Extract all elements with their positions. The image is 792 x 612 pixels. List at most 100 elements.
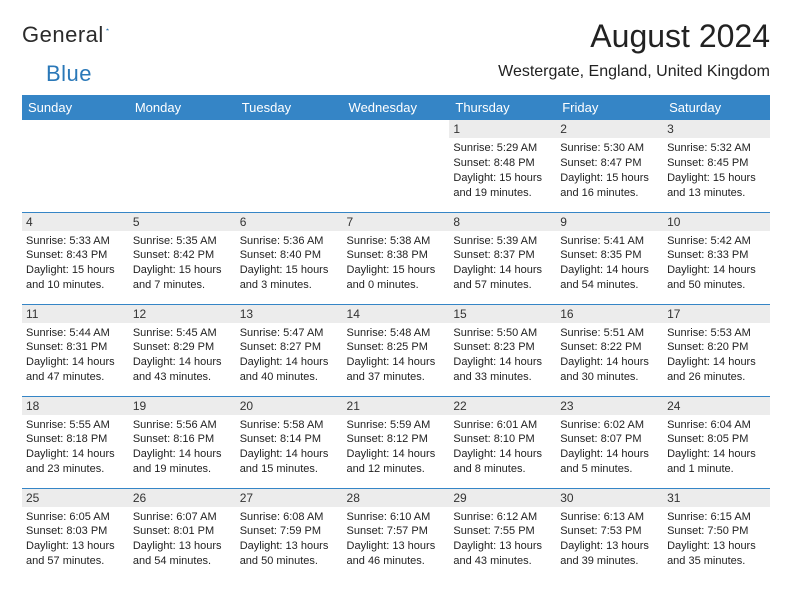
day-detail: Sunrise: 5:29 AMSunset: 8:48 PMDaylight:… [453, 141, 552, 200]
day-header: Thursday [449, 95, 556, 120]
sunset-line: Sunset: 8:05 PM [667, 432, 766, 447]
sunset-line: Sunset: 8:29 PM [133, 340, 232, 355]
day-header: Saturday [663, 95, 770, 120]
calendar-day-cell: 25Sunrise: 6:05 AMSunset: 8:03 PMDayligh… [22, 488, 129, 580]
sunset-line: Sunset: 7:50 PM [667, 524, 766, 539]
calendar-day-cell [22, 120, 129, 212]
day-detail: Sunrise: 5:39 AMSunset: 8:37 PMDaylight:… [453, 234, 552, 293]
day-detail: Sunrise: 5:53 AMSunset: 8:20 PMDaylight:… [667, 326, 766, 385]
sunset-line: Sunset: 8:40 PM [240, 248, 339, 263]
month-title: August 2024 [498, 18, 770, 55]
sunset-line: Sunset: 8:01 PM [133, 524, 232, 539]
daylight-line: Daylight: 14 hours and 8 minutes. [453, 447, 552, 477]
sunrise-line: Sunrise: 6:02 AM [560, 418, 659, 433]
sunrise-line: Sunrise: 5:59 AM [347, 418, 446, 433]
day-detail: Sunrise: 6:12 AMSunset: 7:55 PMDaylight:… [453, 510, 552, 569]
day-number: 26 [129, 489, 236, 507]
daylight-line: Daylight: 13 hours and 39 minutes. [560, 539, 659, 569]
sunset-line: Sunset: 8:14 PM [240, 432, 339, 447]
daylight-line: Daylight: 13 hours and 46 minutes. [347, 539, 446, 569]
calendar-day-cell: 29Sunrise: 6:12 AMSunset: 7:55 PMDayligh… [449, 488, 556, 580]
calendar-day-cell: 8 Sunrise: 5:39 AMSunset: 8:37 PMDaylight… [449, 212, 556, 304]
day-number: 31 [663, 489, 770, 507]
sunrise-line: Sunrise: 5:53 AM [667, 326, 766, 341]
daylight-line: Daylight: 14 hours and 40 minutes. [240, 355, 339, 385]
daylight-line: Daylight: 14 hours and 12 minutes. [347, 447, 446, 477]
daylight-line: Daylight: 13 hours and 50 minutes. [240, 539, 339, 569]
sunrise-line: Sunrise: 6:13 AM [560, 510, 659, 525]
sunset-line: Sunset: 8:37 PM [453, 248, 552, 263]
sunset-line: Sunset: 8:18 PM [26, 432, 125, 447]
day-detail: Sunrise: 5:30 AMSunset: 8:47 PMDaylight:… [560, 141, 659, 200]
day-header: Friday [556, 95, 663, 120]
sunset-line: Sunset: 8:03 PM [26, 524, 125, 539]
day-number: 3 [663, 120, 770, 138]
sunrise-line: Sunrise: 6:08 AM [240, 510, 339, 525]
calendar-day-cell: 6Sunrise: 5:36 AMSunset: 8:40 PMDaylight… [236, 212, 343, 304]
daylight-line: Daylight: 15 hours and 16 minutes. [560, 171, 659, 201]
calendar-day-cell: 10Sunrise: 5:42 AMSunset: 8:33 PMDayligh… [663, 212, 770, 304]
day-detail: Sunrise: 5:51 AMSunset: 8:22 PMDaylight:… [560, 326, 659, 385]
sunset-line: Sunset: 8:38 PM [347, 248, 446, 263]
day-number: 19 [129, 397, 236, 415]
calendar-day-cell: 18 Sunrise: 5:55 AMSunset: 8:18 PMDayligh… [22, 396, 129, 488]
calendar-day-cell: 2Sunrise: 5:30 AMSunset: 8:47 PMDaylight… [556, 120, 663, 212]
day-detail: Sunrise: 5:32 AMSunset: 8:45 PMDaylight:… [667, 141, 766, 200]
day-number: 21 [343, 397, 450, 415]
day-detail: Sunrise: 6:02 AMSunset: 8:07 PMDaylight:… [560, 418, 659, 477]
sunrise-line: Sunrise: 6:12 AM [453, 510, 552, 525]
sunrise-line: Sunrise: 6:07 AM [133, 510, 232, 525]
day-number: 12 [129, 305, 236, 323]
day-number: 6 [236, 213, 343, 231]
sunrise-line: Sunrise: 5:32 AM [667, 141, 766, 156]
day-detail: Sunrise: 6:07 AMSunset: 8:01 PMDaylight:… [133, 510, 232, 569]
daylight-line: Daylight: 14 hours and 19 minutes. [133, 447, 232, 477]
day-number: 8 [449, 213, 556, 231]
sunset-line: Sunset: 8:47 PM [560, 156, 659, 171]
calendar-day-cell: 31Sunrise: 6:15 AMSunset: 7:50 PMDayligh… [663, 488, 770, 580]
day-number: 11 [22, 305, 129, 323]
sunset-line: Sunset: 8:10 PM [453, 432, 552, 447]
daylight-line: Daylight: 14 hours and 23 minutes. [26, 447, 125, 477]
day-detail: Sunrise: 5:55 AMSunset: 8:18 PMDaylight:… [26, 418, 125, 477]
calendar-week-row: 18 Sunrise: 5:55 AMSunset: 8:18 PMDayligh… [22, 396, 770, 488]
daylight-line: Daylight: 14 hours and 30 minutes. [560, 355, 659, 385]
sunset-line: Sunset: 7:53 PM [560, 524, 659, 539]
sunset-line: Sunset: 7:55 PM [453, 524, 552, 539]
sunset-line: Sunset: 8:48 PM [453, 156, 552, 171]
sunset-line: Sunset: 8:23 PM [453, 340, 552, 355]
daylight-line: Daylight: 15 hours and 3 minutes. [240, 263, 339, 293]
day-number: 17 [663, 305, 770, 323]
calendar-week-row: 1Sunrise: 5:29 AMSunset: 8:48 PMDaylight… [22, 120, 770, 212]
day-detail: Sunrise: 5:50 AMSunset: 8:23 PMDaylight:… [453, 326, 552, 385]
sunrise-line: Sunrise: 5:38 AM [347, 234, 446, 249]
day-number: 18 [22, 397, 129, 415]
day-number: 22 [449, 397, 556, 415]
day-detail: Sunrise: 5:41 AMSunset: 8:35 PMDaylight:… [560, 234, 659, 293]
day-header-row: Sunday Monday Tuesday Wednesday Thursday… [22, 95, 770, 120]
calendar-day-cell: 22Sunrise: 6:01 AMSunset: 8:10 PMDayligh… [449, 396, 556, 488]
daylight-line: Daylight: 14 hours and 37 minutes. [347, 355, 446, 385]
calendar-day-cell: 1Sunrise: 5:29 AMSunset: 8:48 PMDaylight… [449, 120, 556, 212]
sunrise-line: Sunrise: 5:48 AM [347, 326, 446, 341]
sunrise-line: Sunrise: 5:56 AM [133, 418, 232, 433]
day-header: Monday [129, 95, 236, 120]
day-detail: Sunrise: 6:10 AMSunset: 7:57 PMDaylight:… [347, 510, 446, 569]
sunset-line: Sunset: 8:12 PM [347, 432, 446, 447]
brand-logo: General [22, 18, 130, 48]
daylight-line: Daylight: 14 hours and 1 minute. [667, 447, 766, 477]
sunrise-line: Sunrise: 5:47 AM [240, 326, 339, 341]
day-number: 9 [556, 213, 663, 231]
sunset-line: Sunset: 8:42 PM [133, 248, 232, 263]
sunset-line: Sunset: 8:43 PM [26, 248, 125, 263]
calendar-day-cell: 11Sunrise: 5:44 AMSunset: 8:31 PMDayligh… [22, 304, 129, 396]
calendar-week-row: 11Sunrise: 5:44 AMSunset: 8:31 PMDayligh… [22, 304, 770, 396]
daylight-line: Daylight: 15 hours and 13 minutes. [667, 171, 766, 201]
calendar-day-cell: 20Sunrise: 5:58 AMSunset: 8:14 PMDayligh… [236, 396, 343, 488]
day-number: 15 [449, 305, 556, 323]
sunrise-line: Sunrise: 5:44 AM [26, 326, 125, 341]
calendar-day-cell: 19Sunrise: 5:56 AMSunset: 8:16 PMDayligh… [129, 396, 236, 488]
daylight-line: Daylight: 15 hours and 19 minutes. [453, 171, 552, 201]
day-number: 23 [556, 397, 663, 415]
calendar-day-cell: 23 Sunrise: 6:02 AMSunset: 8:07 PMDayligh… [556, 396, 663, 488]
